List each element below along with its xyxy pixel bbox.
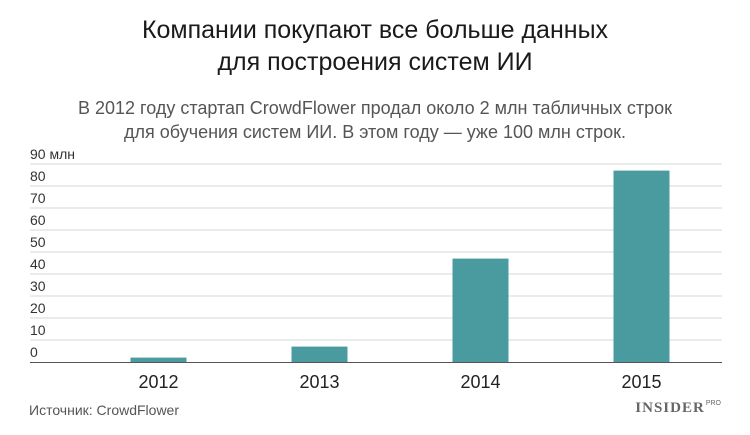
source-note: Источник: CrowdFlower	[29, 402, 180, 418]
bar	[613, 170, 670, 362]
chart-subtitle-line1: В 2012 году стартап CrowdFlower продал о…	[78, 98, 672, 118]
y-tick-label: 10	[30, 322, 46, 338]
bar	[452, 258, 509, 362]
x-tick-label: 2015	[621, 372, 661, 392]
chart-title-line2: для построения систем ИИ	[217, 48, 533, 76]
y-tick-label: 60	[30, 212, 46, 228]
chart-subtitle-line2: для обучения систем ИИ. В этом году — уж…	[124, 122, 626, 142]
y-tick-label: 50	[30, 234, 46, 250]
y-tick-label: 30	[30, 278, 46, 294]
y-tick-label: 90 млн	[30, 146, 75, 162]
y-tick-label: 70	[30, 190, 46, 206]
insider-pro-logo: INSIDERPRO	[635, 400, 721, 416]
x-tick-label: 2014	[460, 372, 500, 392]
y-tick-label: 80	[30, 168, 46, 184]
bar	[291, 346, 348, 362]
bar	[130, 357, 187, 362]
y-tick-label: 20	[30, 300, 46, 316]
chart-title-line1: Компании покупают все больше данных	[141, 16, 609, 44]
x-tick-label: 2012	[138, 372, 178, 392]
y-tick-label: 40	[30, 256, 46, 272]
chart-title: Компании покупают все больше данных для …	[0, 14, 750, 78]
y-tick-label: 0	[30, 344, 38, 360]
x-tick-label: 2013	[299, 372, 339, 392]
chart-subtitle: В 2012 году стартап CrowdFlower продал о…	[0, 96, 750, 144]
